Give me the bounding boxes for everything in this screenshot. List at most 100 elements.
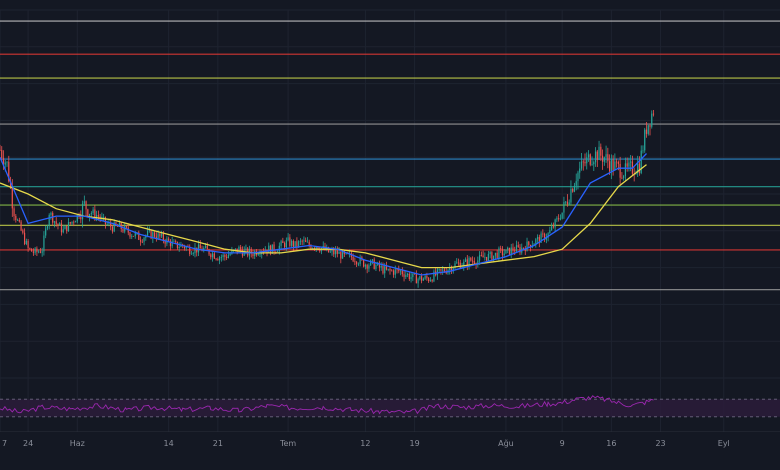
candle-body xyxy=(384,266,386,274)
candle-body xyxy=(512,247,514,251)
candle-body xyxy=(624,163,627,176)
candle-body xyxy=(508,247,511,255)
candle-body xyxy=(538,237,540,243)
candle-body xyxy=(515,245,518,252)
time-axis[interactable]: 7 24 Haz 14 21 Tem 12 19 Ağu 9 16 23 Eyl xyxy=(0,432,780,470)
candle-body xyxy=(139,239,142,242)
candle-body xyxy=(194,247,196,254)
candle-body xyxy=(192,253,194,254)
candle-body xyxy=(312,247,314,249)
candle-body xyxy=(1,150,3,159)
candle-body xyxy=(366,264,368,269)
candle-body xyxy=(528,241,530,245)
candle-body xyxy=(370,260,372,266)
candle-body xyxy=(301,240,303,242)
candle-body xyxy=(52,212,54,223)
candle-body xyxy=(240,247,242,251)
candle-body xyxy=(83,201,85,204)
candle-body xyxy=(217,259,219,261)
candle-body xyxy=(378,262,381,268)
time-axis-tick-label: 19 xyxy=(410,439,420,448)
candle-body xyxy=(551,226,553,231)
candle-body xyxy=(252,253,254,257)
candle-body xyxy=(489,252,491,254)
candle-body xyxy=(299,240,302,242)
candle-body xyxy=(589,154,591,165)
candle-body xyxy=(405,274,407,277)
candle-body xyxy=(463,261,465,267)
candle-body xyxy=(406,273,409,275)
candle-body xyxy=(556,218,558,220)
candle-body xyxy=(171,241,173,247)
candle-body xyxy=(466,259,468,266)
candle-body xyxy=(577,172,579,182)
candle-body xyxy=(278,245,280,252)
time-axis-tick-label: 14 xyxy=(164,439,174,448)
candle-body xyxy=(431,280,433,282)
candle-body xyxy=(429,280,432,282)
candle-body xyxy=(25,240,27,245)
candle-body xyxy=(598,146,600,161)
candle-body xyxy=(359,257,361,264)
candle-body xyxy=(464,259,467,262)
candle-body xyxy=(159,233,161,237)
candle-body xyxy=(491,252,493,261)
candle-body xyxy=(545,237,547,240)
candle-body xyxy=(352,256,354,262)
candle-body xyxy=(196,247,198,253)
candle-body xyxy=(517,245,519,247)
candle-body xyxy=(178,246,180,248)
candle-body xyxy=(185,246,187,249)
candle-body xyxy=(111,226,114,232)
candle-body xyxy=(152,232,154,239)
candle-body xyxy=(206,245,208,250)
candle-body xyxy=(473,260,475,264)
candle-body xyxy=(175,241,177,242)
candle-body xyxy=(559,218,562,220)
candle-body xyxy=(2,158,5,165)
candle-body xyxy=(410,277,412,280)
candle-body xyxy=(18,219,20,222)
candle-body xyxy=(176,241,179,248)
candle-body xyxy=(319,249,321,252)
time-axis-tick-label: 23 xyxy=(655,439,665,448)
candle-body xyxy=(535,239,537,244)
candle-body xyxy=(408,273,410,280)
candle-body xyxy=(50,212,52,216)
candle-body xyxy=(573,185,576,192)
candle-body xyxy=(32,251,34,253)
candle-body xyxy=(218,257,221,261)
candle-body xyxy=(478,255,481,261)
candle-body xyxy=(38,251,40,253)
candle-body xyxy=(579,168,581,173)
candle-body xyxy=(110,222,112,227)
candle-body xyxy=(280,241,282,246)
candle-body xyxy=(96,215,98,218)
candle-body xyxy=(507,247,509,250)
candle-body xyxy=(64,225,66,230)
candle-body xyxy=(415,274,417,284)
candle-body xyxy=(291,240,293,246)
candle-body xyxy=(190,253,193,255)
candle-body xyxy=(213,253,215,259)
candle-body xyxy=(596,151,598,161)
candle-body xyxy=(373,259,375,269)
candle-body xyxy=(22,230,24,233)
candle-body xyxy=(621,177,623,179)
candle-body xyxy=(600,146,602,156)
candle-body xyxy=(199,244,201,249)
candle-body xyxy=(433,271,435,282)
candle-body xyxy=(601,155,604,162)
candle-body xyxy=(289,237,291,246)
candle-body xyxy=(363,259,365,267)
candle-body xyxy=(341,251,344,259)
candle-body xyxy=(514,250,516,252)
candle-body xyxy=(173,241,175,242)
candle-body xyxy=(90,212,92,215)
candle-body xyxy=(387,268,389,270)
candle-body xyxy=(222,254,224,257)
candle-body xyxy=(131,235,133,237)
candle-body xyxy=(183,245,186,249)
candle-body xyxy=(283,243,286,248)
